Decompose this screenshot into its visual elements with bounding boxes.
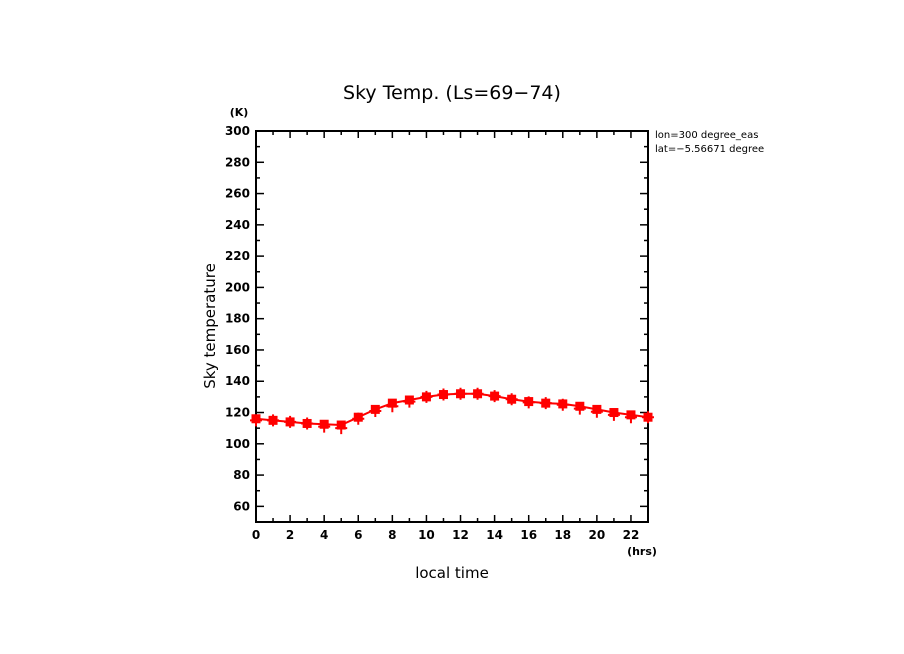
- x-tick-label: 10: [418, 528, 435, 542]
- data-point-plus: [488, 390, 501, 403]
- annotation-lat: lat=−5.56671 degree: [655, 144, 764, 155]
- data-point-plus: [250, 414, 262, 427]
- x-tick-label: 8: [388, 528, 396, 542]
- y-tick-label: 160: [225, 343, 250, 357]
- x-axis-label: local time: [415, 564, 489, 582]
- data-point-plus: [369, 404, 382, 417]
- x-tick-label: 12: [452, 528, 469, 542]
- data-point-plus: [420, 390, 433, 403]
- x-tick-label: 6: [354, 528, 362, 542]
- data-point-plus: [318, 420, 331, 433]
- y-tick-label: 100: [225, 437, 250, 451]
- series-line-mean: [255, 392, 649, 427]
- series-samples: [250, 387, 654, 435]
- y-unit-label: (K): [230, 106, 249, 119]
- y-tick-label: 220: [225, 249, 250, 263]
- data-point-plus: [301, 417, 314, 430]
- data-point-plus: [505, 393, 518, 406]
- data-point-plus: [267, 414, 280, 427]
- chart-title: Sky Temp. (Ls=69−74): [343, 82, 561, 104]
- y-tick-label: 240: [225, 218, 250, 232]
- plot-frame: [255, 130, 649, 523]
- y-tick-label: 280: [225, 155, 250, 169]
- data-point-plus: [471, 387, 484, 400]
- data-point-plus: [386, 400, 399, 413]
- data-point-plus: [454, 387, 467, 400]
- y-tick-label: 140: [225, 374, 250, 388]
- data-point-plus: [573, 402, 586, 415]
- x-tick-label: 0: [252, 528, 260, 542]
- y-tick-label: 300: [225, 124, 250, 138]
- y-tick-label: 200: [225, 280, 250, 294]
- x-tick-label: 20: [589, 528, 606, 542]
- x-tick-label: 4: [320, 528, 328, 542]
- x-tick-label: 14: [486, 528, 503, 542]
- x-tick-label: 2: [286, 528, 294, 542]
- x-tick-label: 16: [520, 528, 537, 542]
- data-point-plus: [437, 388, 450, 401]
- y-tick-label: 260: [225, 187, 250, 201]
- y-tick-label: 80: [233, 468, 250, 482]
- data-point-plus: [352, 412, 365, 425]
- data-point-plus: [539, 397, 552, 410]
- data-point-plus: [624, 411, 637, 424]
- y-tick-label: 120: [225, 406, 250, 420]
- x-tick-label: 18: [554, 528, 571, 542]
- data-point-plus: [556, 398, 569, 411]
- y-axis-label: Sky temperature: [201, 263, 219, 389]
- annotation-lon: lon=300 degree_eas: [655, 130, 758, 141]
- x-unit-label: (hrs): [627, 545, 657, 558]
- data-point-plus: [284, 415, 297, 428]
- data-point-plus: [522, 396, 535, 409]
- data-point-plus: [607, 408, 620, 421]
- data-point-plus: [642, 411, 654, 424]
- data-point-plus: [335, 422, 348, 435]
- y-tick-label: 60: [233, 499, 250, 513]
- y-tick-label: 180: [225, 312, 250, 326]
- data-point-plus: [590, 405, 603, 418]
- x-tick-label: 22: [623, 528, 640, 542]
- data-point-plus: [403, 395, 416, 408]
